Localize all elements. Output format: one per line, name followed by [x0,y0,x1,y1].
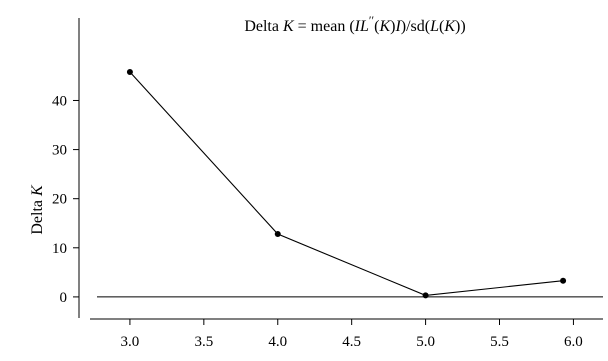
series-line [129,71,564,296]
text-span: K [282,18,295,35]
text-span: IL [354,18,369,35]
text-span: K [443,18,456,35]
text-span: Delta [244,18,283,35]
delta-k-series [126,68,567,299]
x-tick-label: 3.5 [194,334,213,350]
data-point [560,277,567,284]
x-axis: 3.0 3.5 4.0 4.5 5.0 5.5 6.0 [90,318,603,350]
text-span: = mean ( [294,18,355,35]
text-span: K [378,18,391,35]
data-point [274,231,281,238]
text-span: )) [455,18,466,35]
text-span: I [394,18,401,35]
text-span: ( [439,18,444,35]
text-span: ) [390,18,395,35]
text-span: K [29,184,46,197]
text-span: L [429,18,439,35]
y-tick-label: 20 [52,192,67,208]
data-point [126,68,133,75]
chart-title: Delta K = mean (IL′′(K)I)/sd(L(K)) [244,13,465,35]
y-axis: 0 10 20 30 40 [52,18,80,318]
y-tick-label: 40 [52,93,67,109]
y-tick-label: 10 [52,241,67,257]
data-point [422,292,429,299]
y-axis-title: Delta K [29,184,46,235]
x-tick-label: 4.5 [342,334,361,350]
x-tick-label: 3.0 [121,334,140,350]
y-tick-label: 0 [60,290,68,306]
text-span: Delta [29,196,46,235]
x-tick-label: 5.0 [416,334,435,350]
y-tick-label: 30 [52,143,67,159]
text-span: )/sd( [401,18,430,35]
text-span: ( [374,18,379,35]
x-tick-label: 4.0 [268,334,287,350]
text-span: ′′ [369,13,375,27]
x-tick-label: 6.0 [564,334,583,350]
x-tick-label: 5.5 [490,334,509,350]
